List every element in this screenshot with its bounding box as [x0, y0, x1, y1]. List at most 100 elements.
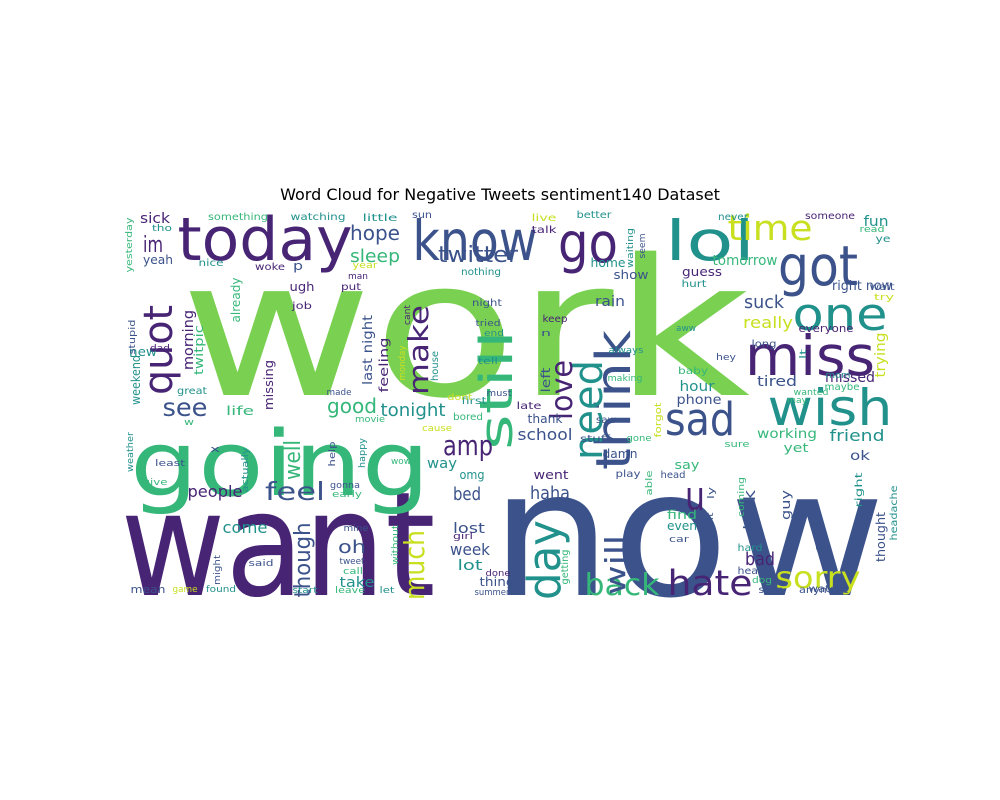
word-hope: hope	[350, 221, 400, 245]
word-stupid: stupid	[128, 320, 138, 355]
word-might: might	[213, 554, 223, 585]
word-nice: nice	[199, 258, 224, 269]
word-lost: lost	[453, 521, 486, 537]
word-bad: bad	[745, 549, 775, 570]
word-n: n	[541, 329, 551, 339]
word-say: say	[675, 458, 700, 472]
word-baby: baby	[678, 366, 708, 377]
word-soon: soon	[759, 585, 784, 596]
word-guess: guess	[682, 265, 722, 279]
word-great: great	[177, 386, 207, 397]
word-headache: headache	[889, 486, 900, 541]
word-take: take	[340, 575, 375, 591]
word-life: life	[226, 404, 254, 418]
word-ye: ye	[876, 234, 891, 245]
word-leave: leave	[335, 586, 366, 596]
word-without: without	[391, 524, 401, 565]
word-hey: hey	[716, 353, 737, 363]
word-start: start	[293, 586, 319, 596]
word-tomorrow: tomorrow	[713, 253, 778, 269]
word-even: even	[667, 519, 697, 533]
word-shit: shit	[400, 554, 410, 575]
word-im: im	[143, 233, 163, 258]
word-tired: tired	[757, 374, 797, 390]
word-sorry: sorry	[776, 561, 861, 596]
word-come: come	[223, 518, 268, 537]
word-wish: wish	[768, 379, 893, 437]
word-cant: cant	[403, 305, 413, 325]
word-better: better	[577, 210, 613, 221]
word-game: game	[173, 585, 198, 595]
word-cause: cause	[422, 424, 453, 434]
word-found: found	[206, 585, 236, 595]
word-weekend: weekend	[129, 355, 143, 405]
word-call: call	[343, 567, 363, 577]
word-today: today	[178, 205, 353, 275]
word-tho: tho	[152, 224, 173, 234]
word-talk: talk	[532, 225, 557, 236]
word-mom: mom	[826, 371, 851, 381]
word-read: read	[860, 225, 885, 235]
word-end: end	[484, 329, 504, 339]
word-bed: bed	[453, 484, 481, 505]
word-day: day	[518, 520, 571, 600]
word-nothing: nothing	[461, 267, 501, 278]
word-gonna: gonna	[330, 481, 360, 491]
word-live: live	[532, 213, 557, 224]
word-seem: seem	[638, 234, 648, 259]
word-phone: phone	[677, 393, 722, 408]
word-job: job	[291, 301, 312, 312]
word-thank: thank	[528, 412, 563, 426]
word-mean: mean	[131, 583, 166, 596]
word-wow: wow	[391, 457, 411, 467]
word-anymore: anymore	[799, 585, 849, 596]
word-ok: ok	[850, 449, 871, 464]
word-forgot: forgot	[654, 402, 664, 438]
word-twitpic: twitpic	[192, 325, 206, 375]
word-morning: morning	[181, 310, 197, 370]
word-maybe: maybe	[825, 382, 860, 393]
word-u: u	[685, 474, 705, 520]
word-dog: dog	[752, 576, 772, 586]
word-lot: lot	[458, 558, 484, 574]
word-watching: watching	[291, 212, 346, 223]
word-something: something	[208, 212, 268, 223]
word-working: working	[757, 427, 817, 442]
word-right: right	[854, 472, 865, 507]
word-rain: rain	[595, 294, 625, 310]
word-watch: watch	[809, 584, 844, 595]
word-everyone: everyone	[799, 322, 854, 335]
word-making: making	[608, 374, 643, 384]
word-love: love	[545, 360, 580, 420]
word-least: least	[155, 459, 186, 469]
word-though: though	[291, 523, 316, 598]
word-make: make	[402, 305, 435, 395]
word-bit: bit	[706, 512, 716, 528]
word-omg: omg	[460, 468, 485, 482]
word-suck: suck	[744, 292, 785, 313]
word-hard: hard	[738, 543, 763, 554]
word-must: must	[487, 389, 513, 399]
word-man: man	[348, 272, 368, 282]
word-made: made	[327, 388, 352, 398]
word-well: well	[281, 440, 306, 480]
word-give: give	[143, 478, 169, 488]
word-said: said	[249, 559, 274, 569]
word-went: went	[534, 468, 569, 482]
word-bored: bored	[453, 412, 483, 423]
word-thought: thought	[874, 512, 888, 562]
word-little: little	[363, 213, 398, 224]
word-sleep: sleep	[350, 246, 400, 267]
word-haha: haha	[530, 483, 570, 504]
word-late: late	[517, 401, 542, 412]
word-friend: friend	[830, 426, 885, 445]
word-wanted: wanted	[794, 388, 829, 398]
word-dont: dont	[448, 393, 474, 403]
word-year: year	[353, 261, 378, 271]
word-go: go	[558, 211, 618, 275]
word-help: help	[328, 441, 338, 466]
word-w: w	[184, 418, 194, 428]
word-tonight: tonight	[381, 400, 446, 421]
word-play: play	[616, 469, 641, 480]
word-week: week	[450, 540, 491, 559]
